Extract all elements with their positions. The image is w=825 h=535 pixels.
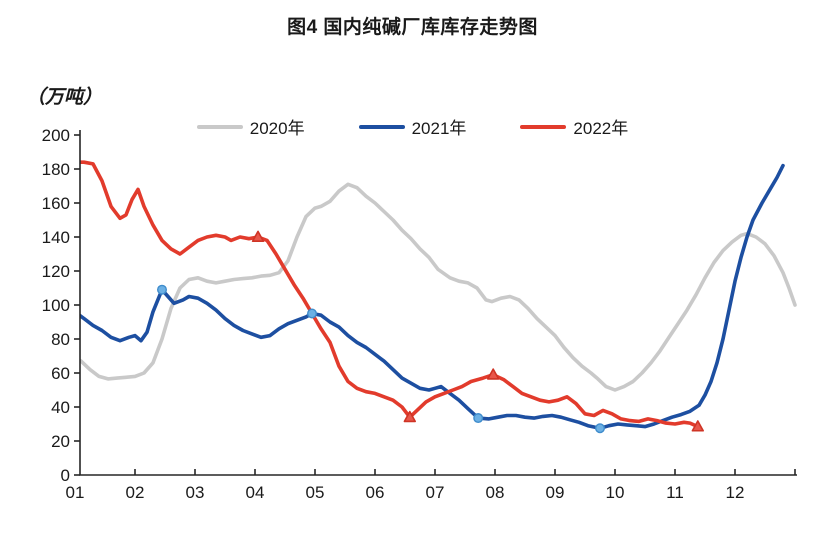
legend-item-2021: 2021年	[358, 114, 467, 139]
x-tick-label: 05	[306, 483, 325, 502]
series-lines	[80, 160, 797, 431]
series-line-2022	[80, 160, 700, 429]
legend-swatch-2021	[358, 124, 405, 129]
chart-title: 图4 国内纯碱厂库库存走势图	[287, 17, 538, 38]
y-tick-label: 60	[51, 364, 70, 383]
x-tick-label: 12	[726, 483, 745, 502]
data-marker-circle	[473, 413, 484, 424]
y-tick-label: 40	[51, 398, 70, 417]
legend: 2020年 2021年 2022年	[0, 114, 825, 139]
legend-swatch-2022	[520, 124, 567, 129]
data-marker-triangle	[486, 368, 500, 380]
data-marker-triangle	[691, 420, 705, 432]
x-tick-label: 06	[366, 483, 385, 502]
axes: 0 20 40 60 80 100 120 140 160 180 200 01 02 03 04 05 06 0…	[42, 126, 797, 502]
x-tick-label: 09	[546, 483, 565, 502]
x-tick-label: 01	[66, 483, 85, 502]
x-tick-label: 11	[666, 483, 684, 502]
legend-label-2020: 2020年	[249, 119, 305, 138]
legend-item-2022: 2022年	[520, 114, 628, 139]
series-line-2021	[80, 163, 785, 431]
x-tick-label: 10	[606, 483, 625, 502]
legend-item-2020: 2020年	[196, 114, 305, 139]
data-marker-circle	[595, 423, 606, 434]
data-marker-circle	[156, 284, 167, 295]
legend-swatch-2020	[196, 124, 243, 129]
y-tick-label: 140	[42, 228, 70, 247]
y-tick-label: 20	[51, 432, 70, 451]
data-marker-circle	[307, 308, 318, 319]
x-tick-label: 02	[126, 483, 145, 502]
y-tick-label: 180	[42, 160, 70, 179]
x-tick-label: 08	[486, 483, 505, 502]
x-tick-label: 07	[426, 483, 445, 502]
data-marker-triangle	[403, 410, 417, 423]
data-marker-triangle	[251, 230, 265, 242]
legend-label-2021: 2021年	[411, 119, 467, 138]
y-tick-label: 160	[42, 194, 70, 213]
x-tick-label: 03	[186, 483, 205, 502]
series-line-2020	[80, 182, 797, 392]
y-tick-label: 100	[42, 296, 70, 315]
y-tick-label: 120	[42, 262, 70, 281]
legend-label-2022: 2022年	[573, 119, 629, 138]
y-tick-label: 200	[42, 126, 70, 145]
series-markers	[156, 230, 705, 434]
y-tick-label: 80	[51, 330, 70, 349]
y-axis-unit-label: （万吨）	[26, 86, 103, 108]
x-tick-label: 04	[246, 483, 265, 502]
y-tick-label: 0	[61, 466, 70, 485]
